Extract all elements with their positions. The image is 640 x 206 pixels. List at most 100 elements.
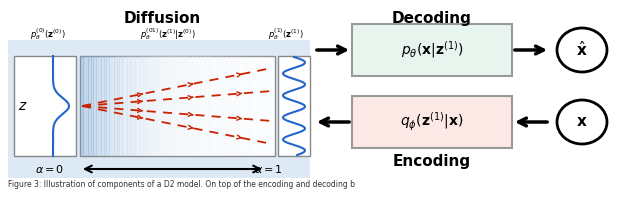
Bar (197, 56, 199, 156)
Bar (92, 56, 93, 156)
Bar (180, 56, 183, 156)
Bar (198, 56, 201, 156)
Bar (230, 56, 232, 156)
Bar (194, 56, 196, 156)
Bar (80, 56, 82, 156)
Bar (216, 56, 219, 156)
Bar (270, 56, 272, 156)
Bar (113, 56, 115, 156)
Bar (241, 56, 243, 156)
Bar (254, 56, 256, 156)
Bar (96, 56, 99, 156)
Bar (272, 56, 274, 156)
Bar (272, 56, 274, 156)
Bar (223, 56, 225, 156)
Bar (179, 56, 181, 156)
Bar (257, 56, 259, 156)
Bar (171, 56, 173, 156)
Bar (93, 56, 95, 156)
Bar (116, 56, 118, 156)
Bar (259, 56, 261, 156)
Bar (156, 56, 159, 156)
Bar (131, 56, 132, 156)
FancyBboxPatch shape (8, 40, 310, 178)
Bar (213, 56, 216, 156)
Bar (83, 56, 85, 156)
Bar (83, 56, 85, 156)
Bar (109, 56, 111, 156)
Bar (230, 56, 232, 156)
Bar (182, 56, 184, 156)
Ellipse shape (557, 28, 607, 72)
Bar (248, 56, 250, 156)
Bar (191, 56, 193, 156)
Bar (137, 56, 139, 156)
Text: $\alpha = 0$: $\alpha = 0$ (35, 163, 65, 175)
Bar (212, 56, 214, 156)
FancyBboxPatch shape (14, 56, 76, 156)
Text: Figure 3: Illustration of components of a D2 model. On top of the encoding and d: Figure 3: Illustration of components of … (8, 180, 355, 189)
Bar (184, 56, 186, 156)
Bar (124, 56, 126, 156)
Bar (141, 56, 144, 156)
Bar (213, 56, 216, 156)
Bar (216, 56, 219, 156)
Bar (260, 56, 262, 156)
Bar (173, 56, 175, 156)
Bar (104, 56, 106, 156)
Bar (168, 56, 170, 156)
Text: $\mathbf{x}$: $\mathbf{x}$ (576, 115, 588, 130)
Bar (189, 56, 191, 156)
Bar (129, 56, 131, 156)
Bar (205, 56, 207, 156)
Bar (189, 56, 191, 156)
Bar (106, 56, 108, 156)
Bar (170, 56, 172, 156)
Bar (166, 56, 168, 156)
Bar (251, 56, 253, 156)
Bar (148, 56, 150, 156)
Bar (179, 56, 181, 156)
Bar (267, 56, 269, 156)
Bar (220, 56, 222, 156)
Bar (225, 56, 227, 156)
Bar (103, 56, 105, 156)
Bar (195, 56, 198, 156)
Bar (122, 56, 124, 156)
Bar (147, 56, 148, 156)
Bar (228, 56, 230, 156)
Bar (233, 56, 235, 156)
Bar (116, 56, 118, 156)
Bar (132, 56, 134, 156)
Bar (88, 56, 90, 156)
Text: $\mathbf{\mathit{z}}$: $\mathbf{\mathit{z}}$ (18, 99, 28, 113)
Bar (108, 56, 109, 156)
Bar (192, 56, 195, 156)
Bar (85, 56, 87, 156)
Bar (210, 56, 212, 156)
Bar (114, 56, 116, 156)
Bar (265, 56, 268, 156)
Bar (249, 56, 251, 156)
Text: $p_{\theta}(\mathbf{x}|\mathbf{z}^{(1)})$: $p_{\theta}(\mathbf{x}|\mathbf{z}^{(1)})… (401, 40, 463, 60)
Bar (150, 56, 152, 156)
Bar (140, 56, 142, 156)
Bar (129, 56, 131, 156)
Bar (158, 56, 160, 156)
Bar (180, 56, 183, 156)
Bar (138, 56, 141, 156)
Bar (207, 56, 209, 156)
FancyBboxPatch shape (352, 24, 512, 76)
Bar (182, 56, 184, 156)
Bar (188, 56, 189, 156)
Bar (152, 56, 154, 156)
Bar (117, 56, 120, 156)
Bar (168, 56, 170, 156)
Bar (225, 56, 227, 156)
Bar (82, 56, 84, 156)
Bar (233, 56, 235, 156)
Bar (93, 56, 95, 156)
Bar (159, 56, 162, 156)
Bar (152, 56, 154, 156)
Bar (108, 56, 109, 156)
